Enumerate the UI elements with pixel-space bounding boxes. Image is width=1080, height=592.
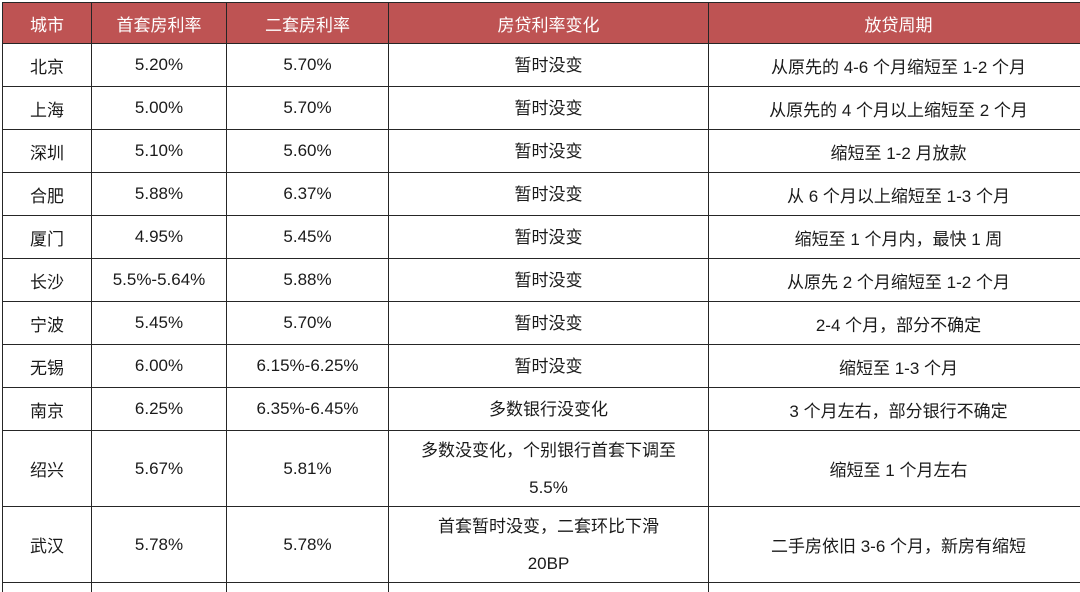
second-rate-cell: 5.60%: [226, 129, 389, 173]
rate-change-cell: 暂时没变: [388, 215, 709, 259]
rate-change-cell: 多数银行没变化: [388, 387, 709, 431]
rate-change-line: 20BP: [527, 553, 570, 573]
first-rate-cell: 5.67%: [91, 430, 227, 507]
city-cell: 深圳: [2, 129, 92, 173]
table-row: 厦门 4.95% 5.45% 暂时没变 缩短至 1 个月内，最快 1 周: [2, 215, 1080, 259]
first-rate-cell: 5.88%: [91, 172, 227, 216]
header-second-home-rate: 二套房利率: [226, 2, 389, 44]
table-body: 北京 5.20% 5.70% 暂时没变 从原先的 4-6 个月缩短至 1-2 个月 上海 5…: [2, 43, 1080, 592]
first-rate-cell: 6.25%: [91, 387, 227, 431]
rate-change-cell: 暂时没变: [388, 86, 709, 130]
second-rate-cell: 5.70%: [226, 301, 389, 345]
city-cell: 北京: [2, 43, 92, 87]
second-rate-cell: 5.81%: [226, 430, 389, 507]
period-cell: 缩短至 1-3 个月: [708, 344, 1080, 388]
city-cell: 合肥: [2, 172, 92, 216]
first-rate-cell: 5.45%: [91, 301, 227, 345]
header-first-home-rate: 首套房利率: [91, 2, 227, 44]
city-cell: 绍兴: [2, 430, 92, 507]
empty-cell: [91, 582, 227, 592]
period-cell: 二手房依旧 3-6 个月，新房有缩短: [708, 506, 1080, 583]
city-cell: 无锡: [2, 344, 92, 388]
rate-change-line: 暂时没变: [514, 227, 583, 247]
first-rate-cell: 4.95%: [91, 215, 227, 259]
table-row: 合肥 5.88% 6.37% 暂时没变 从 6 个月以上缩短至 1-3 个月: [2, 172, 1080, 216]
table-row: 北京 5.20% 5.70% 暂时没变 从原先的 4-6 个月缩短至 1-2 个月: [2, 43, 1080, 87]
second-rate-cell: 6.37%: [226, 172, 389, 216]
rate-change-line: 多数银行没变化: [489, 399, 608, 419]
period-cell: 从 6 个月以上缩短至 1-3 个月: [708, 172, 1080, 216]
table-row: 武汉 5.78% 5.78% 首套暂时没变，二套环比下滑 20BP 二手房依旧 3-6 个…: [2, 506, 1080, 583]
table-row: 深圳 5.10% 5.60% 暂时没变 缩短至 1-2 月放款: [2, 129, 1080, 173]
empty-cell: [226, 582, 389, 592]
rate-change-cell: 暂时没变: [388, 129, 709, 173]
rate-change-cell: 暂时没变: [388, 344, 709, 388]
period-cell: 2-4 个月，部分不确定: [708, 301, 1080, 345]
header-lending-cycle: 放贷周期: [708, 2, 1080, 44]
rate-change-line: 5.5%: [529, 477, 568, 497]
first-rate-cell: 5.5%-5.64%: [91, 258, 227, 302]
rate-change-cell: 多数没变化，个别银行首套下调至 5.5%: [388, 430, 709, 507]
rate-change-cell: 暂时没变: [388, 172, 709, 216]
rate-change-line: 暂时没变: [514, 356, 583, 376]
city-cell: 宁波: [2, 301, 92, 345]
rate-change-cell: 暂时没变: [388, 43, 709, 87]
empty-cell: [388, 582, 709, 592]
table-row: 上海 5.00% 5.70% 暂时没变 从原先的 4 个月以上缩短至 2 个月: [2, 86, 1080, 130]
table-row: 无锡 6.00% 6.15%-6.25% 暂时没变 缩短至 1-3 个月: [2, 344, 1080, 388]
rate-change-line: 暂时没变: [514, 141, 583, 161]
second-rate-cell: 6.35%-6.45%: [226, 387, 389, 431]
second-rate-cell: 5.88%: [226, 258, 389, 302]
city-cell: 上海: [2, 86, 92, 130]
empty-cell: [708, 582, 1080, 592]
table-row-partial: [2, 582, 1080, 592]
rate-change-cell: 暂时没变: [388, 258, 709, 302]
rate-change-cell: 首套暂时没变，二套环比下滑 20BP: [388, 506, 709, 583]
rate-change-line: 暂时没变: [514, 184, 583, 204]
second-rate-cell: 5.45%: [226, 215, 389, 259]
empty-cell: [2, 582, 92, 592]
table-row: 南京 6.25% 6.35%-6.45% 多数银行没变化 3 个月左右，部分银行不确定: [2, 387, 1080, 431]
table-header-row: 城市 首套房利率 二套房利率 房贷利率变化 放贷周期: [2, 2, 1080, 44]
second-rate-cell: 5.70%: [226, 86, 389, 130]
first-rate-cell: 5.00%: [91, 86, 227, 130]
rate-change-line: 多数没变化，个别银行首套下调至: [421, 440, 676, 460]
period-cell: 3 个月左右，部分银行不确定: [708, 387, 1080, 431]
second-rate-cell: 5.78%: [226, 506, 389, 583]
rate-change-line: 暂时没变: [514, 55, 583, 75]
header-city: 城市: [2, 2, 92, 44]
period-cell: 从原先的 4-6 个月缩短至 1-2 个月: [708, 43, 1080, 87]
first-rate-cell: 5.78%: [91, 506, 227, 583]
period-cell: 缩短至 1 个月内，最快 1 周: [708, 215, 1080, 259]
period-cell: 缩短至 1-2 月放款: [708, 129, 1080, 173]
table-row: 长沙 5.5%-5.64% 5.88% 暂时没变 从原先 2 个月缩短至 1-2 个月: [2, 258, 1080, 302]
second-rate-cell: 6.15%-6.25%: [226, 344, 389, 388]
table-row: 宁波 5.45% 5.70% 暂时没变 2-4 个月，部分不确定: [2, 301, 1080, 345]
city-cell: 南京: [2, 387, 92, 431]
second-rate-cell: 5.70%: [226, 43, 389, 87]
city-cell: 长沙: [2, 258, 92, 302]
rate-change-line: 暂时没变: [514, 98, 583, 118]
first-rate-cell: 5.20%: [91, 43, 227, 87]
table-row: 绍兴 5.67% 5.81% 多数没变化，个别银行首套下调至 5.5% 缩短至 1 个月左…: [2, 430, 1080, 507]
rate-change-line: 暂时没变: [514, 313, 583, 333]
city-cell: 厦门: [2, 215, 92, 259]
period-cell: 从原先 2 个月缩短至 1-2 个月: [708, 258, 1080, 302]
rate-change-line: 首套暂时没变，二套环比下滑: [438, 516, 659, 536]
rate-change-cell: 暂时没变: [388, 301, 709, 345]
first-rate-cell: 5.10%: [91, 129, 227, 173]
city-cell: 武汉: [2, 506, 92, 583]
header-rate-change: 房贷利率变化: [388, 2, 709, 44]
period-cell: 从原先的 4 个月以上缩短至 2 个月: [708, 86, 1080, 130]
rate-change-line: 暂时没变: [514, 270, 583, 290]
first-rate-cell: 6.00%: [91, 344, 227, 388]
period-cell: 缩短至 1 个月左右: [708, 430, 1080, 507]
